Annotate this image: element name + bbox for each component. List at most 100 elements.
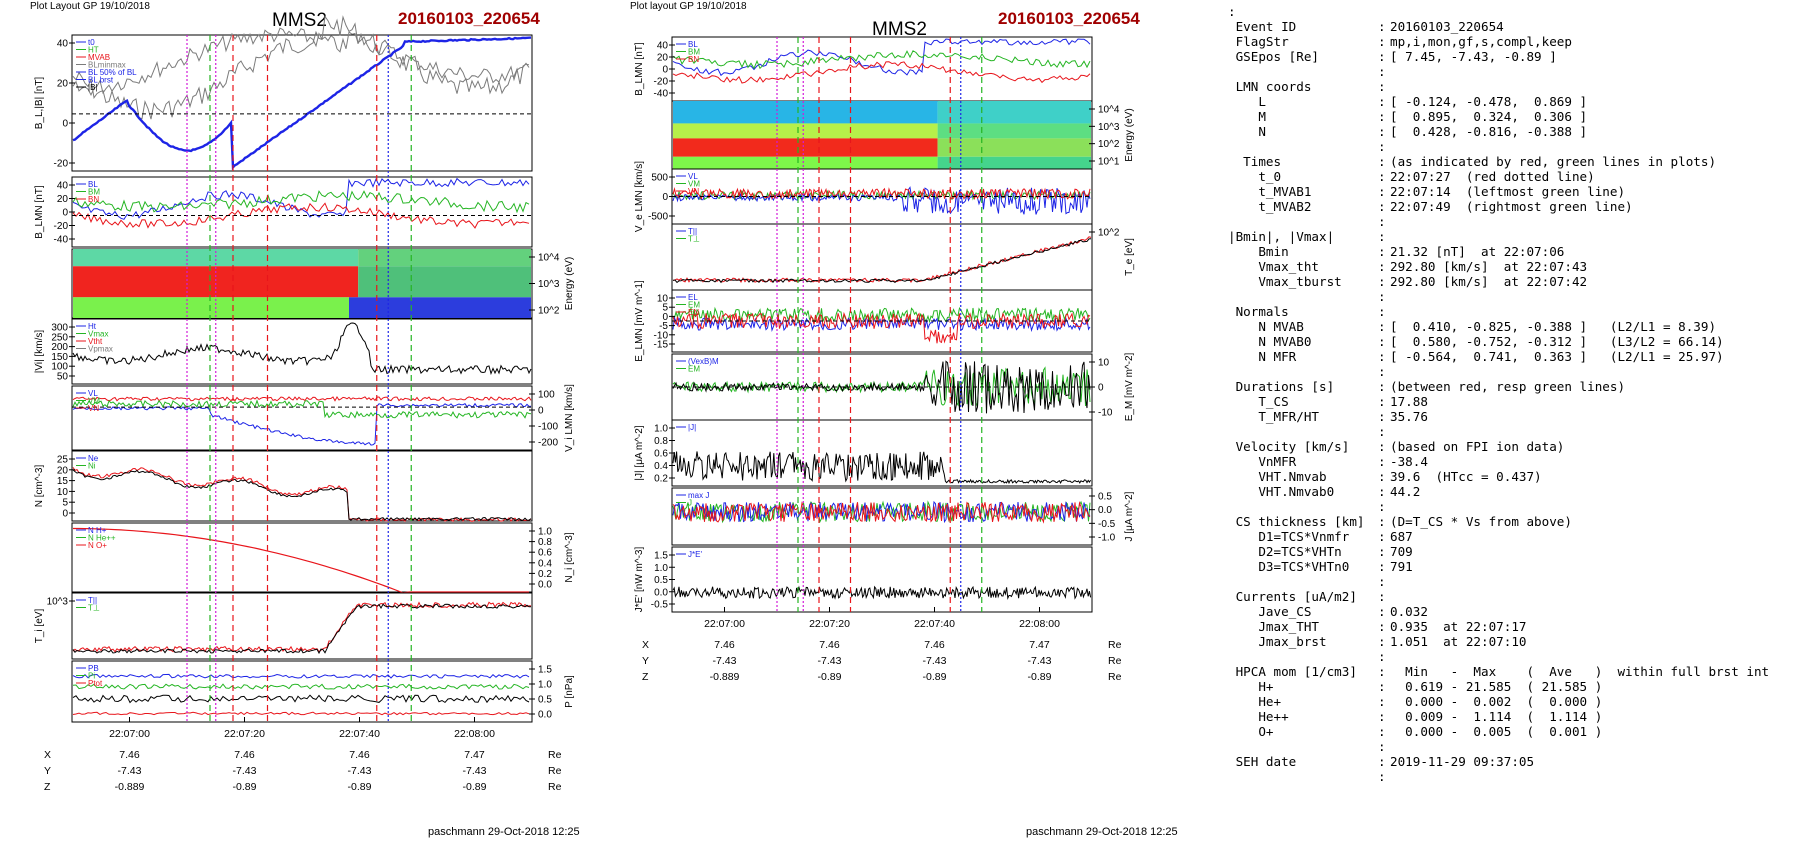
summary-label: H+ [1228, 679, 1274, 694]
summary-separator: : [1378, 214, 1386, 229]
legend-label: VL [88, 389, 98, 398]
summary-label: Jave_CS [1228, 604, 1312, 619]
summary-row: : [1228, 574, 1798, 589]
y-tick-label: -10 [1098, 408, 1113, 419]
summary-separator: : [1378, 664, 1386, 679]
summary-row: Jmax_brst:1.051 at 22:07:10 [1228, 634, 1798, 649]
summary-separator: : [1378, 199, 1386, 214]
summary-value: 1.051 at 22:07:10 [1390, 634, 1527, 649]
summary-row: VnMFR: -38.4 [1228, 454, 1798, 469]
summary-row: : [1228, 4, 1798, 19]
spectrogram-band [937, 138, 1091, 157]
summary-row: N: [ 0.428, -0.816, -0.388 ] [1228, 124, 1798, 139]
legend-label: BM [88, 188, 100, 197]
mid-layout-label: Plot layout GP 19/10/2018 [630, 1, 747, 12]
summary-row: H+: 0.619 - 21.585 ( 21.585 ) [1228, 679, 1798, 694]
series-trace [672, 50, 1091, 70]
orbit-value: 7.46 [819, 639, 840, 651]
summary-value: (based on FPI ion data) [1390, 439, 1565, 454]
mid-event-id: 20160103_220654 [998, 9, 1140, 28]
y-tick-label: 0.0 [654, 587, 668, 598]
summary-separator: : [1378, 739, 1386, 754]
summary-label: t_0 [1228, 169, 1282, 184]
orbit-value: -7.43 [713, 655, 737, 667]
legend-label: EL [688, 293, 698, 302]
summary-label: M [1228, 109, 1266, 124]
orbit-unit: Re [1108, 671, 1122, 683]
y-tick-label: 10 [1098, 358, 1110, 369]
y-tick-label: 10^4 [538, 253, 560, 264]
summary-separator: : [1378, 544, 1386, 559]
summary-label: Jmax_THT [1228, 619, 1319, 634]
y-tick-label: 1.0 [654, 563, 668, 574]
legend-label: T|| [88, 596, 97, 605]
y-tick-label: 0.2 [654, 474, 668, 485]
summary-label: : [1228, 4, 1236, 19]
time-tick-label: 22:07:00 [109, 728, 150, 740]
y-tick-label: 300 [51, 323, 68, 334]
summary-row: Jave_CS:0.032 [1228, 604, 1798, 619]
summary-separator: : [1378, 769, 1386, 784]
legend-label: N O+ [88, 541, 107, 550]
summary-label: Vmax_tht [1228, 259, 1319, 274]
legend-label: PB [88, 664, 99, 673]
summary-value: 0.619 - 21.585 ( 21.585 ) [1390, 679, 1603, 694]
summary-value: Min - Max ( Ave ) within full brst int [1390, 664, 1770, 679]
series-trace [672, 236, 1092, 284]
summary-label: D2=TCS*VHTn [1228, 544, 1342, 559]
y-tick-label: 20 [657, 53, 669, 64]
panel-frame [71, 660, 533, 723]
y-tick-label: 5 [662, 303, 668, 314]
series-trace [72, 190, 530, 214]
y-tick-label: 0 [662, 312, 668, 323]
summary-separator: : [1378, 139, 1386, 154]
summary-label: FlagStr [1228, 34, 1289, 49]
summary-value: 2019-11-29 09:37:05 [1390, 754, 1535, 769]
y-axis-label: T_e [eV] [1124, 238, 1135, 276]
summary-separator: : [1378, 319, 1386, 334]
spectrogram-band [673, 123, 938, 139]
y-axis-label: E_LMN [mV m^-1] [634, 280, 645, 362]
summary-row: : [1228, 769, 1798, 784]
y-tick-label: -40 [654, 89, 669, 100]
legend-label: N H+ [88, 526, 107, 535]
summary-value: 791 [1390, 559, 1413, 574]
summary-separator: : [1378, 184, 1386, 199]
mid-footer: paschmann 29-Oct-2018 12:25 [1026, 826, 1178, 838]
summary-value: 292.80 [km/s] at 22:07:43 [1390, 259, 1588, 274]
series-trace [73, 527, 529, 594]
y-axis-label: N_i [cm^-3] [564, 532, 575, 582]
summary-separator: : [1378, 34, 1386, 49]
summary-label: N [1228, 124, 1266, 139]
legend-label: Pi [88, 672, 95, 681]
summary-row: Jmax_THT:0.935 at 22:07:17 [1228, 619, 1798, 634]
summary-row: D1=TCS*Vnmfr:687 [1228, 529, 1798, 544]
orbit-label: X [642, 639, 649, 651]
summary-label: VHT.Nmvab0 [1228, 484, 1335, 499]
orbit-value: -0.89 [1028, 671, 1052, 683]
summary-row: |Bmin|, |Vmax|: [1228, 229, 1798, 244]
y-axis-label: |J| [μA m^-2] [634, 425, 645, 480]
summary-row: t_0:22:07:27 (red dotted line) [1228, 169, 1798, 184]
y-tick-label: 0 [62, 119, 68, 130]
legend-label: BM [688, 48, 700, 57]
y-tick-label: 150 [51, 352, 68, 363]
y-tick-label: 20 [57, 465, 69, 476]
summary-row: : [1228, 289, 1798, 304]
orbit-unit: Re [548, 749, 562, 761]
orbit-value: -7.43 [1028, 655, 1052, 667]
orbit-unit: Re [548, 765, 562, 777]
summary-value: 0.009 - 1.114 ( 1.114 ) [1390, 709, 1603, 724]
summary-row: L: [ -0.124, -0.478, 0.869 ] [1228, 94, 1798, 109]
summary-separator: : [1378, 379, 1386, 394]
summary-label: D1=TCS*Vnmfr [1228, 529, 1350, 544]
summary-label: Velocity [km/s] [1228, 439, 1350, 454]
summary-label: t_MVAB1 [1228, 184, 1312, 199]
orbit-label: Z [642, 671, 649, 683]
y-tick-label: 40 [57, 181, 69, 192]
summary-row: Vmax_tburst:292.80 [km/s] at 22:07:42 [1228, 274, 1798, 289]
y-tick-label: 100 [51, 362, 68, 373]
summary-label: N MVAB [1228, 319, 1304, 334]
legend-label: |B| [88, 83, 98, 92]
